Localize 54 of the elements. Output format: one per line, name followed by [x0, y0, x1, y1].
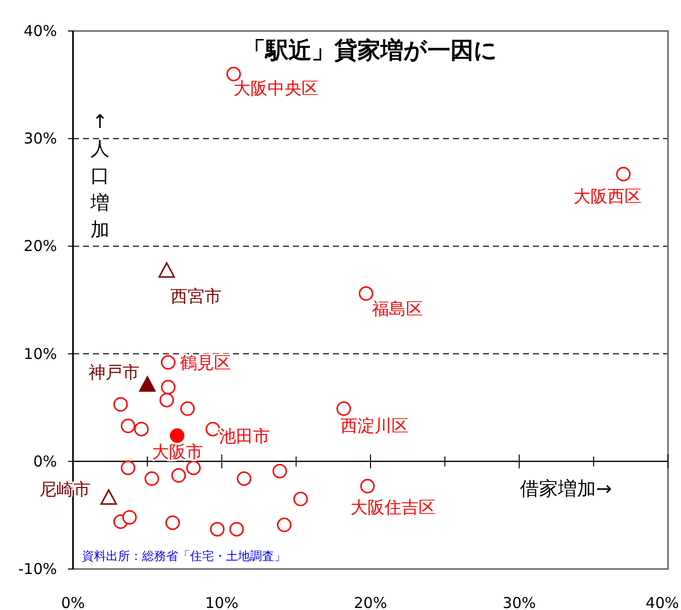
annotation: 福島区 — [372, 300, 424, 320]
point — [113, 397, 128, 412]
point — [120, 460, 136, 476]
y-tick-label: 20% — [24, 237, 57, 256]
x-tick-label: 30% — [502, 594, 536, 610]
point — [139, 376, 156, 392]
point — [229, 522, 244, 536]
point — [144, 471, 160, 486]
x-tick-label: 20% — [354, 594, 388, 610]
y-tick-label: 40% — [24, 22, 57, 40]
annotation: 大阪住吉区 — [350, 498, 436, 518]
y-tick-label: 0% — [33, 452, 57, 470]
point — [206, 422, 220, 436]
point — [122, 510, 137, 525]
point — [180, 401, 195, 416]
point — [186, 460, 201, 476]
annotation: 西淀川区 — [340, 416, 409, 437]
point — [272, 464, 288, 478]
y-tick-label: -10% — [18, 560, 57, 578]
point — [120, 418, 136, 434]
point — [616, 166, 631, 182]
annotation: 大阪西区 — [573, 187, 642, 208]
x-tick-label: 10% — [205, 594, 238, 610]
point — [160, 380, 176, 394]
point — [170, 428, 184, 443]
point — [336, 401, 351, 416]
x-tick-label: 0% — [61, 594, 85, 610]
annotation: 鶴見区 — [180, 353, 232, 374]
chart-title: 「駅近」貸家増が一因に — [242, 37, 498, 64]
point — [158, 262, 175, 278]
point — [165, 515, 180, 530]
y-tick-label: 10% — [24, 344, 57, 363]
point — [360, 478, 375, 494]
point — [226, 66, 241, 82]
point — [171, 468, 186, 483]
point — [134, 422, 149, 436]
x-axis-title: 借家増加→ — [520, 478, 612, 500]
point — [100, 489, 117, 505]
annotation: 西宮市 — [170, 286, 222, 307]
point — [236, 471, 252, 486]
point — [276, 518, 292, 532]
y-tick-label: 30% — [24, 130, 57, 148]
point — [210, 522, 225, 536]
annotation: 池田市 — [218, 427, 270, 448]
annotation: 資料出所：総務省「住宅・土地調査」 — [82, 549, 286, 563]
y-axis-title: ↑人口増加 — [90, 111, 110, 241]
point — [160, 355, 176, 370]
x-tick-label: 40% — [646, 594, 679, 610]
annotation: 神戸市 — [88, 363, 140, 384]
annotation: 大阪中央区 — [234, 79, 319, 100]
annotation: 大阪市 — [152, 442, 204, 463]
point — [293, 492, 308, 506]
point — [159, 392, 174, 408]
point — [358, 286, 374, 301]
